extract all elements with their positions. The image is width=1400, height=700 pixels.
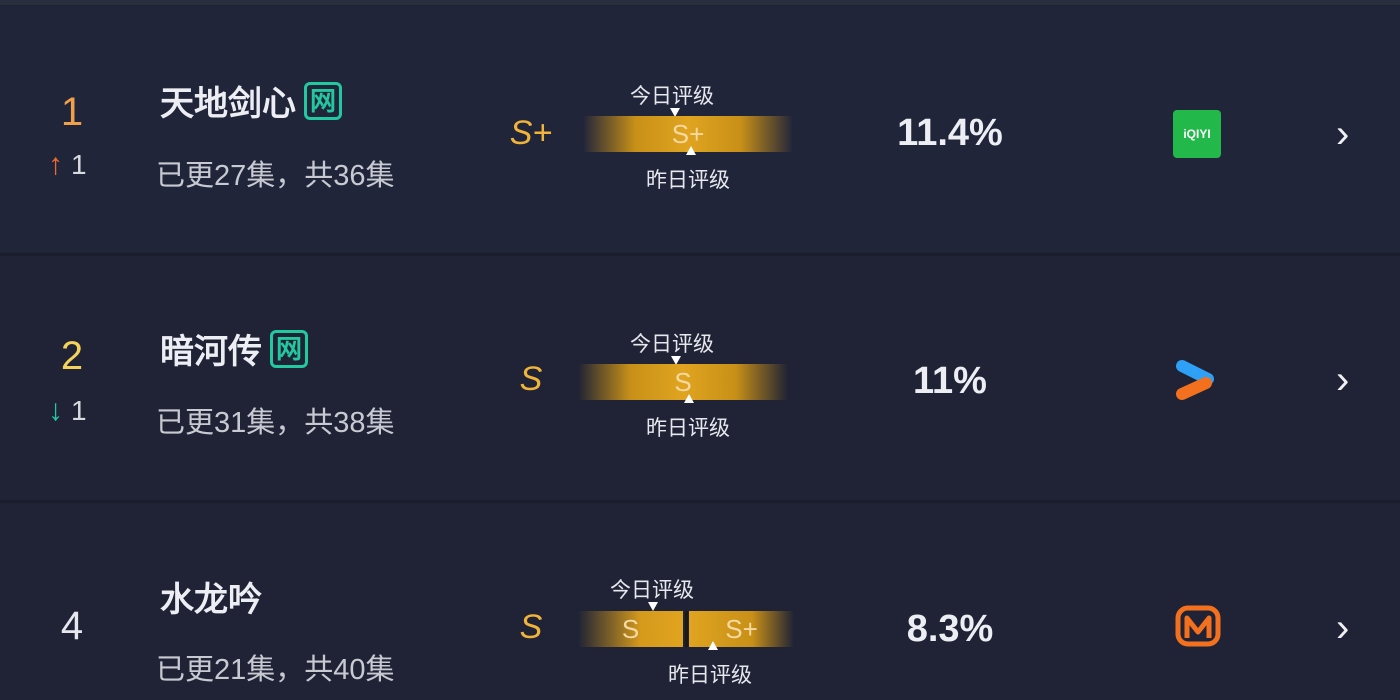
- rank-number: 4: [60, 604, 84, 648]
- today-marker-icon: [648, 602, 658, 611]
- rank-number: 1: [60, 90, 84, 134]
- rank-change: ↑ 1: [48, 148, 87, 182]
- market-share: 11%: [913, 360, 987, 402]
- yesterday-marker-icon: [686, 146, 696, 155]
- today-grade-segment: S: [578, 611, 683, 647]
- grade: S: [519, 608, 543, 646]
- chevron-right-icon[interactable]: ›: [1336, 606, 1350, 650]
- ranking-row[interactable]: 4 水龙吟 已更21集，共40集 S 今日评级 S S+ 昨日评级 8.3% ›: [0, 504, 1400, 700]
- market-share: 11.4%: [897, 112, 1003, 154]
- today-marker-icon: [671, 356, 681, 365]
- rating-bar: S S+: [578, 611, 794, 647]
- rank-change-value: 1: [71, 395, 87, 426]
- web-drama-badge: 网: [304, 81, 343, 120]
- yesterday-marker-icon: [708, 641, 718, 650]
- today-rating-label: 今日评级: [630, 333, 714, 356]
- rating-bar: S: [578, 364, 788, 400]
- youku-logo-icon: [1176, 360, 1214, 400]
- web-drama-badge: 网: [270, 329, 309, 368]
- today-rating-label: 今日评级: [630, 85, 714, 108]
- chevron-right-icon[interactable]: ›: [1336, 112, 1350, 156]
- rank-change-value: 1: [71, 149, 87, 180]
- drama-title-text: 水龙吟: [160, 581, 262, 619]
- chevron-right-icon[interactable]: ›: [1336, 358, 1350, 402]
- iqiyi-logo-icon: iQIYI: [1173, 110, 1221, 158]
- rating-bar-grade: S+: [671, 118, 705, 149]
- rating-bar-grade: S: [674, 366, 692, 397]
- yesterday-rating-label: 昨日评级: [646, 169, 730, 192]
- episode-info: 已更31集，共38集: [156, 407, 395, 439]
- episode-info: 已更27集，共36集: [156, 160, 395, 192]
- drama-title[interactable]: 暗河传 网: [160, 324, 309, 373]
- grade: S: [519, 360, 543, 398]
- yesterday-marker-icon: [684, 394, 694, 403]
- today-marker-icon: [670, 108, 680, 117]
- drama-title-text: 天地剑心: [160, 85, 296, 123]
- today-rating-label: 今日评级: [610, 579, 694, 602]
- ranking-row[interactable]: 2 ↓ 1 暗河传 网 已更31集，共38集 S 今日评级 S 昨日评级 11%…: [0, 256, 1400, 502]
- ranking-row[interactable]: 1 ↑ 1 天地剑心 网 已更27集，共36集 S+ 今日评级 S+ 昨日评级 …: [0, 6, 1400, 252]
- yesterday-rating-label: 昨日评级: [646, 417, 730, 440]
- yesterday-grade-segment: S+: [689, 611, 794, 647]
- market-share: 8.3%: [906, 608, 994, 650]
- mango-tv-logo-icon: [1175, 605, 1221, 647]
- row-divider: [0, 500, 1400, 503]
- drama-title-text: 暗河传: [160, 333, 262, 371]
- rank-number: 2: [60, 334, 84, 378]
- rank-change: ↓ 1: [48, 394, 87, 428]
- episode-info: 已更21集，共40集: [156, 654, 395, 686]
- arrow-up-icon: ↑: [48, 148, 63, 181]
- arrow-down-icon: ↓: [48, 394, 63, 427]
- row-divider: [0, 253, 1400, 256]
- drama-title[interactable]: 天地剑心 网: [160, 76, 343, 125]
- segment-divider: [684, 611, 688, 647]
- grade: S+: [509, 114, 553, 152]
- drama-title[interactable]: 水龙吟: [160, 572, 262, 621]
- yesterday-rating-label: 昨日评级: [668, 664, 752, 687]
- top-divider: [0, 0, 1400, 5]
